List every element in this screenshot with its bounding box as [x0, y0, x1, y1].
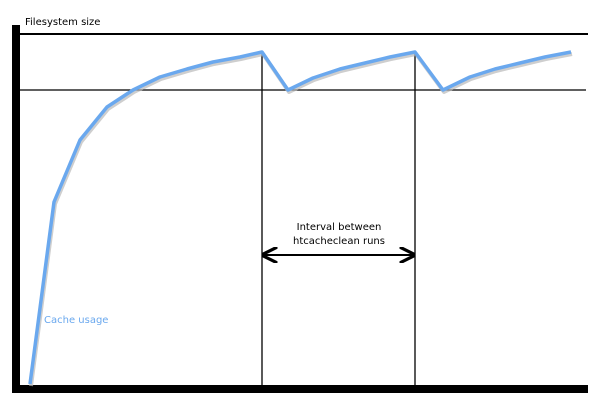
- cache-usage-curve: [28, 50, 572, 385]
- y-axis: [12, 25, 20, 393]
- cache-usage-curve-shadow: [29, 52, 573, 387]
- x-axis: [12, 385, 588, 393]
- series-label: Cache usage: [44, 315, 109, 326]
- interval-label-line2: htcacheclean runs: [293, 236, 385, 247]
- y-axis-label: Filesystem size: [25, 17, 101, 28]
- interval-label-line1: Interval between: [296, 222, 382, 233]
